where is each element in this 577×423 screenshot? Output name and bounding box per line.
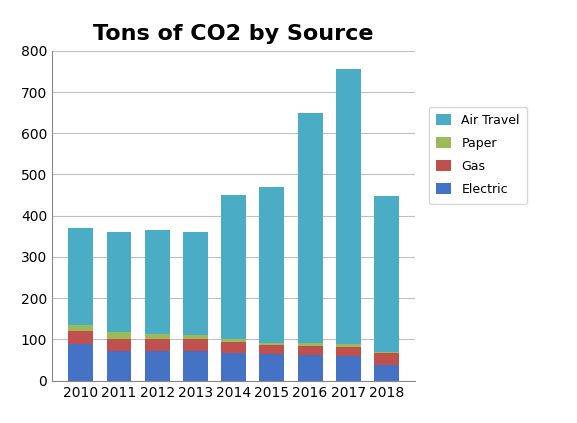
Bar xyxy=(298,113,323,343)
Bar xyxy=(69,343,93,381)
Bar xyxy=(374,365,399,381)
Bar xyxy=(336,347,361,356)
Bar xyxy=(183,335,208,339)
Bar xyxy=(69,228,93,325)
Bar xyxy=(145,339,170,351)
Bar xyxy=(221,342,246,353)
Bar xyxy=(107,332,132,339)
Bar xyxy=(260,343,284,345)
Bar xyxy=(336,343,361,347)
Bar xyxy=(374,196,399,352)
Bar xyxy=(260,345,284,354)
Bar xyxy=(260,354,284,381)
Bar xyxy=(107,232,132,332)
Bar xyxy=(69,325,93,331)
Bar xyxy=(107,351,132,381)
Bar xyxy=(145,230,170,334)
Bar xyxy=(183,339,208,351)
Bar xyxy=(298,343,323,346)
Title: Tons of CO2 by Source: Tons of CO2 by Source xyxy=(93,24,374,44)
Bar xyxy=(145,334,170,339)
Bar xyxy=(260,187,284,343)
Bar xyxy=(298,355,323,381)
Legend: Air Travel, Paper, Gas, Electric: Air Travel, Paper, Gas, Electric xyxy=(429,107,527,203)
Bar xyxy=(336,69,361,343)
Bar xyxy=(374,354,399,365)
Bar xyxy=(183,351,208,381)
Bar xyxy=(107,339,132,351)
Bar xyxy=(298,346,323,355)
Bar xyxy=(183,232,208,335)
Bar xyxy=(221,353,246,381)
Bar xyxy=(374,352,399,354)
Bar xyxy=(145,351,170,381)
Bar xyxy=(221,339,246,342)
Bar xyxy=(221,195,246,339)
Bar xyxy=(336,356,361,381)
Bar xyxy=(69,331,93,343)
